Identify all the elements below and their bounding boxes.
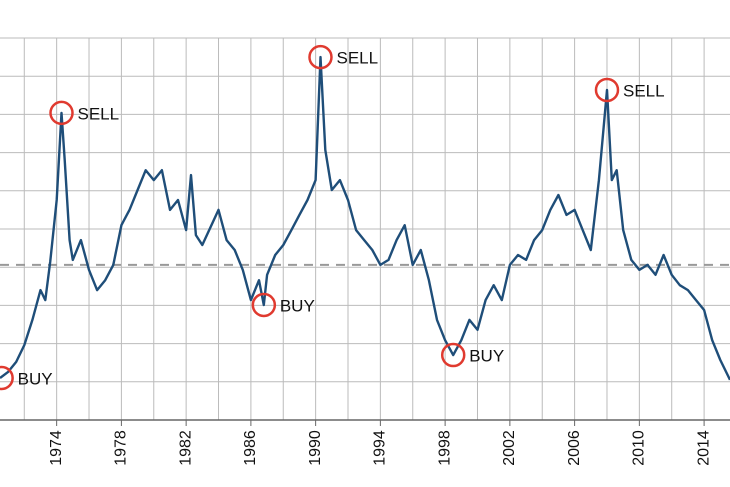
x-tick-label: 2010 — [631, 430, 648, 466]
x-tick-label: 2002 — [501, 430, 518, 466]
annotation-circle — [308, 44, 333, 70]
annotation-label: SELL — [623, 81, 665, 100]
annotation-circle — [0, 365, 14, 391]
annotation-label: BUY — [469, 347, 504, 366]
annotation-label: SELL — [78, 104, 120, 123]
annotation-label: SELL — [336, 49, 378, 68]
annotation-circle — [594, 77, 620, 103]
annotation-label: BUY — [280, 297, 315, 316]
annotation-circle — [49, 100, 74, 126]
x-tick-label: 2006 — [566, 430, 583, 466]
annotation-label: BUY — [18, 369, 53, 388]
x-tick-label: 1994 — [372, 430, 389, 466]
annotation-circle — [251, 292, 277, 318]
x-tick-label: 1990 — [307, 430, 324, 466]
annotation-circle — [440, 342, 466, 368]
x-tick-label: 1974 — [48, 430, 65, 466]
x-tick-label: 1986 — [242, 430, 259, 466]
x-tick-label: 1998 — [436, 430, 453, 466]
x-tick-label: 1982 — [177, 430, 194, 466]
x-tick-label: 1978 — [113, 430, 130, 466]
x-tick-label: 2014 — [695, 430, 712, 466]
line-series — [0, 55, 730, 381]
